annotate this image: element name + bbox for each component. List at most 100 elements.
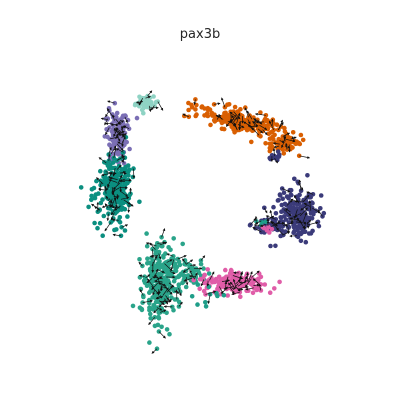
data-point: [208, 122, 213, 128]
velocity-arrow: [266, 220, 274, 224]
data-point: [242, 125, 247, 130]
data-point: [89, 187, 95, 192]
velocity-arrow: [148, 105, 152, 112]
data-point: [193, 97, 198, 102]
velocity-arrow: [105, 110, 110, 118]
velocity-arrow: [154, 279, 163, 283]
data-point: [275, 198, 281, 203]
velocity-arrow: [214, 102, 221, 106]
data-point: [101, 213, 107, 219]
data-point: [302, 229, 308, 234]
data-point: [280, 196, 286, 202]
velocity-arrow: [185, 277, 189, 286]
velocity-arrow: [245, 278, 252, 288]
data-point: [281, 151, 287, 156]
velocity-arrow: [302, 212, 308, 223]
data-point: [114, 158, 120, 163]
velocity-arrow: [177, 255, 187, 260]
data-point: [97, 220, 103, 226]
velocity-arrow: [231, 114, 235, 120]
data-point: [220, 114, 225, 119]
data-point: [151, 294, 157, 300]
velocity-arrow: [178, 288, 182, 297]
velocity-arrow: [306, 191, 314, 195]
velocity-arrow: [188, 274, 196, 278]
data-point: [202, 113, 207, 118]
velocity-arrow: [107, 100, 115, 104]
velocity-arrow: [252, 227, 262, 233]
data-point: [176, 282, 182, 288]
velocity-arrow: [252, 278, 260, 284]
velocity-arrow: [200, 279, 205, 287]
data-point: [279, 144, 284, 149]
data-point: [294, 206, 300, 211]
velocity-arrow: [161, 228, 166, 238]
velocity-arrow: [116, 164, 122, 170]
velocity-arrow: [285, 138, 296, 143]
velocity-arrow: [155, 295, 162, 299]
velocity-arrow: [135, 100, 143, 104]
data-point: [114, 209, 120, 215]
data-point: [278, 233, 283, 239]
data-point: [267, 136, 273, 141]
data-point: [89, 193, 94, 199]
data-point: [144, 98, 149, 103]
data-point: [272, 219, 278, 224]
velocity-arrow: [232, 278, 237, 289]
data-point: [264, 228, 270, 233]
velocity-arrow: [114, 127, 123, 133]
data-point: [155, 99, 161, 104]
velocity-arrow: [283, 209, 292, 217]
velocity-arrow: [272, 148, 276, 157]
data-point: [112, 227, 117, 233]
velocity-arrow: [221, 279, 231, 282]
velocity-arrow: [113, 147, 117, 158]
data-point: [145, 256, 150, 262]
velocity-arrow: [263, 207, 268, 214]
velocity-arrow: [293, 209, 298, 219]
data-point: [151, 303, 156, 308]
velocity-arrow: [112, 192, 117, 201]
velocity-arrow: [121, 157, 126, 163]
data-point: [102, 175, 108, 181]
velocity-arrow: [193, 272, 198, 280]
velocity-arrow: [193, 99, 197, 106]
velocity-arrow: [295, 218, 302, 223]
velocity-arrow: [231, 291, 240, 296]
velocity-arrow: [189, 269, 195, 279]
data-point: [283, 229, 288, 234]
velocity-arrow: [221, 97, 226, 108]
velocity-arrow: [247, 119, 251, 125]
data-point: [232, 104, 238, 110]
data-point: [318, 193, 324, 198]
data-point: [266, 224, 271, 230]
velocity-arrow: [247, 271, 253, 282]
velocity-arrow: [108, 146, 112, 155]
velocity-arrow: [185, 259, 194, 265]
data-point: [174, 297, 180, 302]
data-point: [141, 294, 146, 300]
data-point: [298, 238, 304, 244]
data-point: [263, 113, 269, 118]
velocity-arrow: [169, 271, 176, 275]
velocity-arrow: [120, 191, 129, 197]
data-point: [86, 204, 91, 210]
velocity-arrow: [243, 121, 253, 128]
velocity-arrow: [100, 117, 108, 121]
velocity-arrow: [120, 171, 127, 174]
data-point: [120, 205, 125, 211]
velocity-arrow: [245, 287, 254, 291]
data-point: [271, 204, 276, 210]
data-point: [215, 293, 220, 299]
velocity-arrow: [94, 206, 100, 211]
velocity-arrow: [108, 198, 113, 204]
data-point: [279, 202, 285, 208]
data-point: [294, 139, 300, 144]
data-point: [259, 229, 264, 235]
velocity-arrow: [183, 277, 193, 282]
velocity-arrow: [207, 294, 211, 305]
velocity-arrow: [232, 116, 238, 124]
velocity-arrow: [220, 286, 228, 295]
data-point: [148, 316, 153, 321]
velocity-arrow: [299, 155, 311, 159]
